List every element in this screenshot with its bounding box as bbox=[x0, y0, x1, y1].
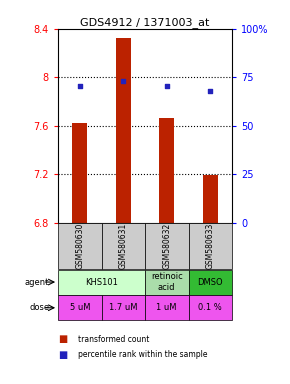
Text: percentile rank within the sample: percentile rank within the sample bbox=[78, 350, 208, 359]
Text: dose: dose bbox=[29, 303, 49, 312]
Text: DMSO: DMSO bbox=[197, 278, 223, 286]
Text: 1 uM: 1 uM bbox=[157, 303, 177, 312]
Bar bbox=[145, 295, 188, 320]
Bar bbox=[203, 175, 218, 223]
Text: GSM580631: GSM580631 bbox=[119, 223, 128, 269]
Text: retinoic
acid: retinoic acid bbox=[151, 272, 183, 292]
Bar bbox=[58, 223, 102, 269]
Bar bbox=[102, 295, 145, 320]
Text: ■: ■ bbox=[58, 350, 67, 360]
Title: GDS4912 / 1371003_at: GDS4912 / 1371003_at bbox=[80, 17, 210, 28]
Text: transformed count: transformed count bbox=[78, 335, 150, 344]
Bar bbox=[188, 270, 232, 295]
Point bbox=[164, 83, 169, 89]
Text: GSM580630: GSM580630 bbox=[75, 223, 84, 269]
Bar bbox=[58, 295, 102, 320]
Bar bbox=[102, 223, 145, 269]
Bar bbox=[116, 38, 131, 223]
Bar bbox=[188, 295, 232, 320]
Bar bbox=[72, 123, 87, 223]
Bar bbox=[159, 119, 174, 223]
Point bbox=[121, 78, 126, 84]
Text: GSM580633: GSM580633 bbox=[206, 223, 215, 269]
Text: 0.1 %: 0.1 % bbox=[198, 303, 222, 312]
Bar bbox=[145, 223, 188, 269]
Bar bbox=[145, 270, 188, 295]
Bar bbox=[188, 223, 232, 269]
Point bbox=[77, 83, 82, 89]
Bar bbox=[58, 270, 145, 295]
Text: 1.7 uM: 1.7 uM bbox=[109, 303, 137, 312]
Text: 5 uM: 5 uM bbox=[70, 303, 90, 312]
Point bbox=[208, 88, 213, 94]
Text: agent: agent bbox=[25, 278, 49, 286]
Text: GSM580632: GSM580632 bbox=[162, 223, 171, 269]
Text: KHS101: KHS101 bbox=[85, 278, 118, 286]
Text: ■: ■ bbox=[58, 334, 67, 344]
